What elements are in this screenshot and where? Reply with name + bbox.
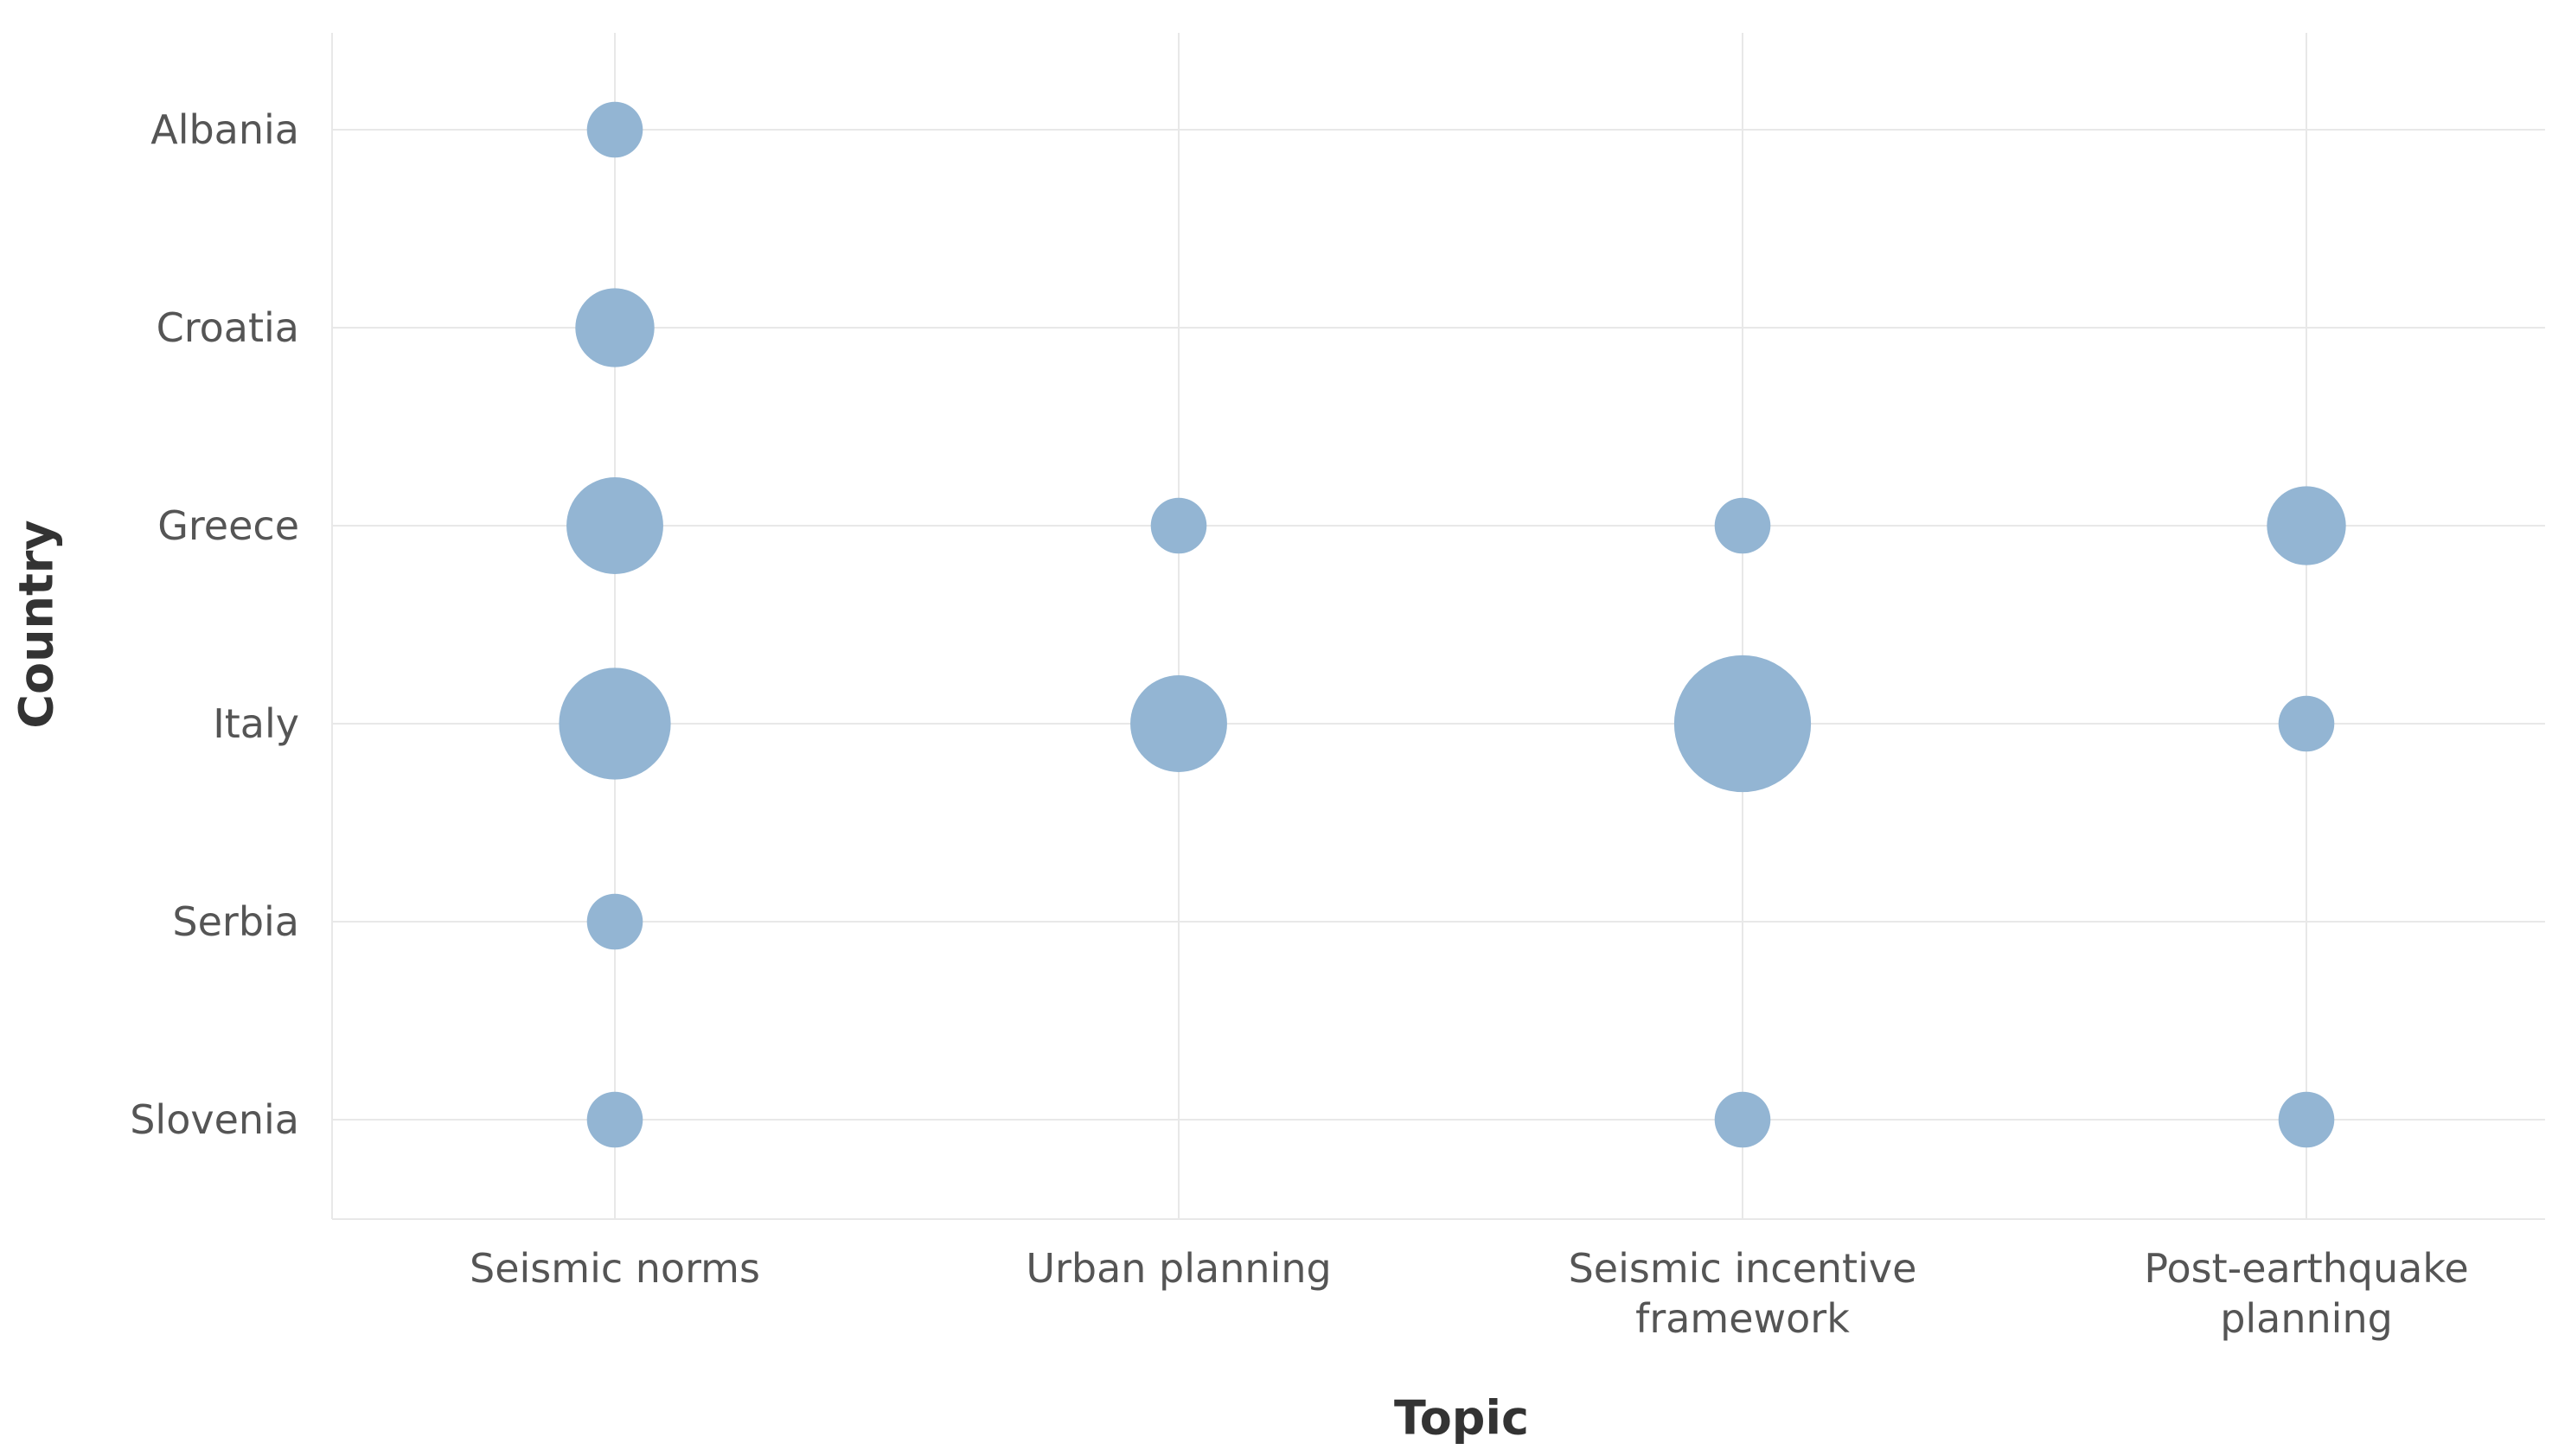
y-axis-title: Country: [9, 520, 64, 729]
x-tick-label: Urban planning: [1026, 1245, 1332, 1292]
x-tick-label: Post-earthquake planning: [2144, 1245, 2469, 1342]
x-axis-title: Topic: [1394, 1390, 1529, 1446]
bubble: [1673, 655, 1812, 793]
bubble: [566, 477, 663, 574]
bubble: [1714, 1091, 1771, 1148]
y-tick-label: Croatia: [156, 304, 299, 351]
y-tick-label: Greece: [157, 502, 299, 549]
bubble: [2278, 1091, 2335, 1148]
bubble: [586, 101, 643, 158]
x-tick-label: Seismic incentive framework: [1568, 1245, 1917, 1342]
bubble: [575, 288, 655, 367]
bubble: [1714, 497, 1771, 554]
bubble: [586, 893, 643, 950]
bubble: [1130, 675, 1227, 772]
bubble: [586, 1091, 643, 1148]
y-tick-label: Albania: [150, 106, 299, 153]
x-tick-label: Seismic norms: [470, 1245, 760, 1292]
y-tick-label: Italy: [213, 700, 299, 747]
bubble: [1150, 497, 1207, 554]
bubble: [2278, 695, 2335, 752]
y-tick-label: Slovenia: [130, 1096, 299, 1143]
y-tick-label: Serbia: [172, 898, 299, 945]
bubble: [559, 667, 671, 780]
bubble: [2267, 486, 2346, 565]
